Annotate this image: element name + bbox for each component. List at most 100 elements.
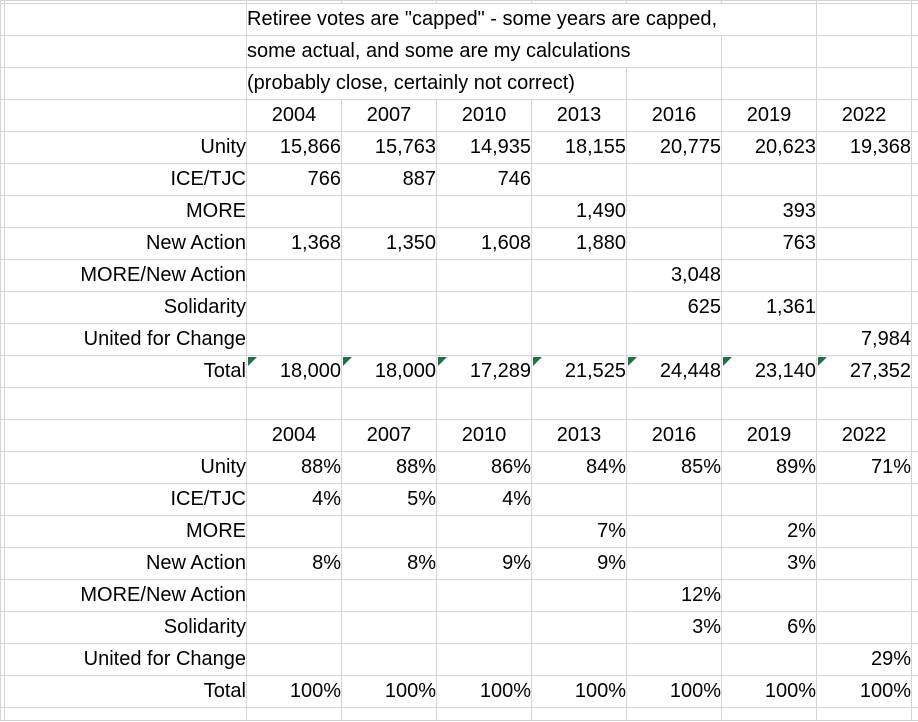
total-label[interactable]: Total [4,675,247,708]
empty-cell[interactable] [341,707,437,721]
row-label[interactable]: Solidarity [4,611,247,644]
data-cell[interactable]: 8% [341,547,437,580]
data-cell[interactable] [246,515,342,548]
data-cell[interactable]: 763 [721,227,817,260]
data-cell[interactable]: 14,935 [436,131,532,164]
empty-cell[interactable] [911,675,918,708]
data-cell[interactable] [531,643,627,676]
empty-cell[interactable] [4,387,247,420]
data-cell[interactable] [531,291,627,324]
data-cell[interactable] [626,195,722,228]
total-cell[interactable]: 100% [341,675,437,708]
data-cell[interactable]: 20,775 [626,131,722,164]
data-cell[interactable] [721,323,817,356]
row-label[interactable]: New Action [4,227,247,260]
total-cell[interactable]: 100% [626,675,722,708]
data-cell[interactable]: 7,984 [816,323,912,356]
empty-cell[interactable] [911,515,918,548]
data-cell[interactable] [721,643,817,676]
empty-cell[interactable] [911,35,918,68]
empty-cell[interactable] [911,387,918,420]
year-header[interactable]: 2022 [816,99,912,132]
row-label[interactable]: Unity [4,131,247,164]
data-cell[interactable] [721,163,817,196]
data-cell[interactable]: 84% [531,451,627,484]
data-cell[interactable] [246,611,342,644]
empty-cell[interactable] [4,99,247,132]
data-cell[interactable] [626,323,722,356]
empty-cell[interactable] [4,707,247,721]
data-cell[interactable] [341,611,437,644]
empty-cell[interactable] [816,35,912,68]
data-cell[interactable] [246,579,342,612]
data-cell[interactable] [436,611,532,644]
data-cell[interactable] [816,515,912,548]
empty-cell[interactable] [911,291,918,324]
data-cell[interactable] [816,227,912,260]
data-cell[interactable] [436,579,532,612]
empty-cell[interactable] [246,387,342,420]
data-cell[interactable]: 3% [626,611,722,644]
data-cell[interactable]: 29% [816,643,912,676]
empty-cell[interactable] [911,419,918,452]
empty-cell[interactable] [436,707,532,721]
data-cell[interactable] [341,515,437,548]
data-cell[interactable]: 766 [246,163,342,196]
data-cell[interactable] [341,579,437,612]
data-cell[interactable]: 20,623 [721,131,817,164]
row-label[interactable]: Solidarity [4,291,247,324]
data-cell[interactable] [436,515,532,548]
data-cell[interactable]: 12% [626,579,722,612]
empty-cell[interactable] [816,707,912,721]
empty-cell[interactable] [246,707,342,721]
total-cell[interactable]: 100% [721,675,817,708]
empty-cell[interactable] [721,387,817,420]
empty-cell[interactable] [911,67,918,100]
total-cell[interactable]: 23,140 [721,355,817,388]
data-cell[interactable]: 8% [246,547,342,580]
data-cell[interactable] [626,483,722,516]
row-label[interactable]: MORE [4,195,247,228]
data-cell[interactable] [531,163,627,196]
total-cell[interactable]: 100% [531,675,627,708]
empty-cell[interactable] [721,67,817,100]
data-cell[interactable]: 89% [721,451,817,484]
data-cell[interactable]: 88% [341,451,437,484]
empty-cell[interactable] [911,547,918,580]
data-cell[interactable]: 625 [626,291,722,324]
year-header[interactable]: 2010 [436,419,532,452]
row-label[interactable]: New Action [4,547,247,580]
empty-cell[interactable] [4,3,247,36]
empty-cell[interactable] [531,707,627,721]
data-cell[interactable]: 2% [721,515,817,548]
total-cell[interactable]: 18,000 [246,355,342,388]
data-cell[interactable]: 18,155 [531,131,627,164]
row-label[interactable]: MORE/New Action [4,579,247,612]
empty-cell[interactable] [816,3,912,36]
empty-cell[interactable] [4,419,247,452]
row-label[interactable]: MORE/New Action [4,259,247,292]
data-cell[interactable] [816,195,912,228]
empty-cell[interactable] [626,707,722,721]
empty-cell[interactable] [911,483,918,516]
note-cell[interactable]: (probably close, certainly not correct) [246,67,627,100]
data-cell[interactable] [341,291,437,324]
data-cell[interactable] [436,259,532,292]
empty-cell[interactable] [436,387,532,420]
year-header[interactable]: 2007 [341,99,437,132]
empty-cell[interactable] [911,99,918,132]
data-cell[interactable]: 15,763 [341,131,437,164]
data-cell[interactable]: 4% [246,483,342,516]
data-cell[interactable]: 4% [436,483,532,516]
data-cell[interactable]: 86% [436,451,532,484]
empty-cell[interactable] [816,387,912,420]
total-cell[interactable]: 27,352 [816,355,912,388]
year-header[interactable]: 2019 [721,99,817,132]
year-header[interactable]: 2010 [436,99,532,132]
note-cell[interactable]: Retiree votes are "capped" - some years … [246,3,817,36]
data-cell[interactable]: 887 [341,163,437,196]
data-cell[interactable] [721,259,817,292]
data-cell[interactable] [246,643,342,676]
empty-cell[interactable] [911,3,918,36]
data-cell[interactable]: 1,368 [246,227,342,260]
